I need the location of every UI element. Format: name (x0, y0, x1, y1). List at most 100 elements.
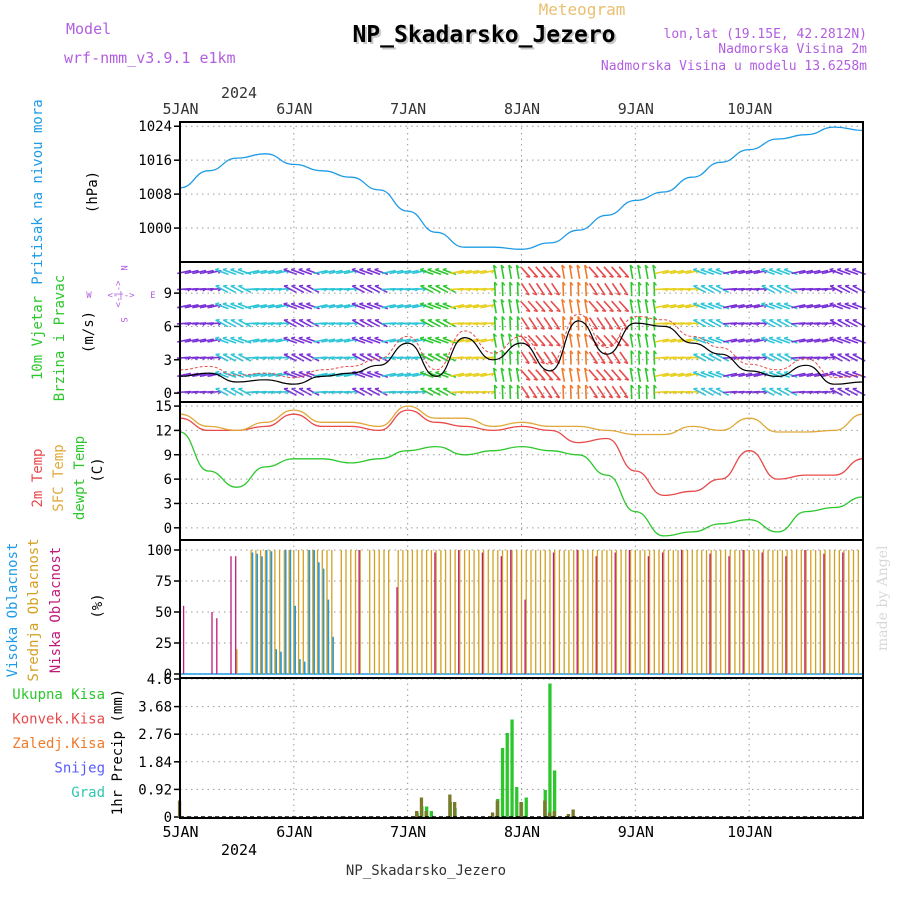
wind-arrow (611, 317, 621, 330)
wind-arrow (222, 303, 237, 310)
wind-arrow (283, 353, 297, 362)
wind-arrow (260, 269, 275, 275)
wind-arrow (535, 300, 546, 313)
y-tick-label: 0.92 (138, 782, 172, 798)
wind-arrow (336, 372, 351, 378)
wind-arrow (508, 264, 513, 280)
wind-arrowhead (768, 336, 774, 339)
wind-arrow (492, 333, 497, 348)
wind-arrowhead (366, 302, 372, 305)
wind-arrow (207, 287, 222, 291)
wind-arrowhead (508, 367, 513, 372)
wind-arrowhead (761, 284, 766, 287)
wind-arrow (776, 353, 790, 362)
wind-arrow (500, 367, 505, 382)
wind-arrow (396, 269, 411, 275)
wind-arrow (588, 300, 599, 313)
wind-arrow (844, 319, 858, 328)
wind-arrow (685, 322, 700, 325)
wind-arrowhead (222, 336, 227, 339)
pressure-ylabel: Pritisak na nivou mora (30, 99, 46, 284)
precip-ylabel: 1hr Precip (mm) (110, 689, 126, 815)
y-tick-label: 25 (155, 636, 172, 652)
wind-arrowhead (366, 370, 372, 374)
bottom-day-label: 5JAN (162, 823, 198, 841)
wind-arrow (584, 350, 587, 365)
wind-arrow (374, 337, 389, 344)
wind-arrowhead (593, 327, 598, 330)
wind-arrow (367, 387, 381, 397)
wind-arrow (783, 371, 798, 379)
y-tick-label: 1000 (138, 221, 172, 237)
wind-arrow (637, 299, 642, 314)
wind-arrowhead (784, 336, 789, 339)
wind-arrowhead (494, 350, 498, 355)
wind-arrowhead (700, 267, 705, 271)
conv-precip-bar (566, 814, 571, 817)
wind-arrowhead (715, 267, 720, 271)
wind-arrowhead (629, 298, 634, 303)
wind-arrow (520, 282, 530, 296)
wind-arrowhead (768, 267, 774, 271)
wind-arrow (298, 285, 312, 294)
wind-arrow (298, 268, 313, 276)
wind-arrowhead (577, 281, 582, 286)
wind-arrowhead (516, 367, 520, 372)
wind-arrow (584, 264, 588, 280)
wind-arrow (700, 285, 714, 294)
wind-arrow (806, 372, 821, 378)
wind-arrowhead (577, 384, 582, 389)
wind-arrow (222, 337, 237, 344)
wind-arrowhead (490, 304, 495, 309)
wind-arrowhead (351, 336, 356, 339)
wind-arrowhead (548, 309, 553, 313)
wind-arrow (653, 316, 656, 331)
wind-arrow (596, 317, 606, 330)
wind-arrow (351, 387, 365, 397)
top-day-label: 10JAN (727, 100, 772, 118)
bottom-day-label: 8JAN (504, 823, 540, 841)
y-tick-label: 3.68 (138, 700, 172, 716)
wind-arrow (829, 303, 844, 310)
wind-arrow (528, 351, 538, 364)
wind-arrow (561, 299, 566, 314)
y-tick-label: 0 (164, 810, 172, 826)
wind-arrow (644, 333, 649, 348)
wind-arrow (629, 367, 634, 382)
wind-arrow (844, 371, 859, 379)
wind-arrow (708, 268, 722, 276)
y-tick-label: 50 (155, 605, 172, 621)
wind-arrow (669, 338, 684, 343)
wind-arrowhead (306, 336, 311, 339)
wind-arrow (637, 333, 642, 348)
wind-arrow (677, 372, 692, 378)
wind-arrow (844, 337, 859, 344)
wind-arrowhead (547, 292, 553, 296)
y-tick-label: 15 (155, 399, 172, 415)
wind-arrow (783, 268, 798, 276)
wind-arrow (708, 319, 722, 328)
wind-arrow (351, 337, 366, 344)
wind-arrow (723, 338, 738, 343)
wind-arrowhead (652, 298, 657, 303)
wind-arrow (528, 282, 538, 296)
wind-arrowhead (630, 384, 635, 389)
wind-arrow (420, 319, 434, 328)
total-precip-bar (429, 811, 433, 817)
wind-arrowhead (593, 292, 598, 296)
wind-arrow (472, 338, 487, 343)
wind-arrow (516, 350, 519, 365)
wind-arrow (745, 338, 760, 343)
wind-arrowhead (525, 309, 531, 313)
wind-arrowhead (237, 302, 243, 305)
wind-arrowhead (830, 284, 835, 287)
wind-arrowhead (608, 292, 613, 296)
wind-arrow (753, 287, 768, 291)
wind-arrowhead (577, 315, 582, 321)
wind-arrow (427, 268, 442, 276)
wind-arrowhead (547, 395, 553, 399)
wind-arrow (730, 269, 745, 275)
wind-arrow (584, 367, 588, 382)
wind-arrowhead (508, 264, 513, 269)
wind-arrowhead (215, 284, 220, 287)
